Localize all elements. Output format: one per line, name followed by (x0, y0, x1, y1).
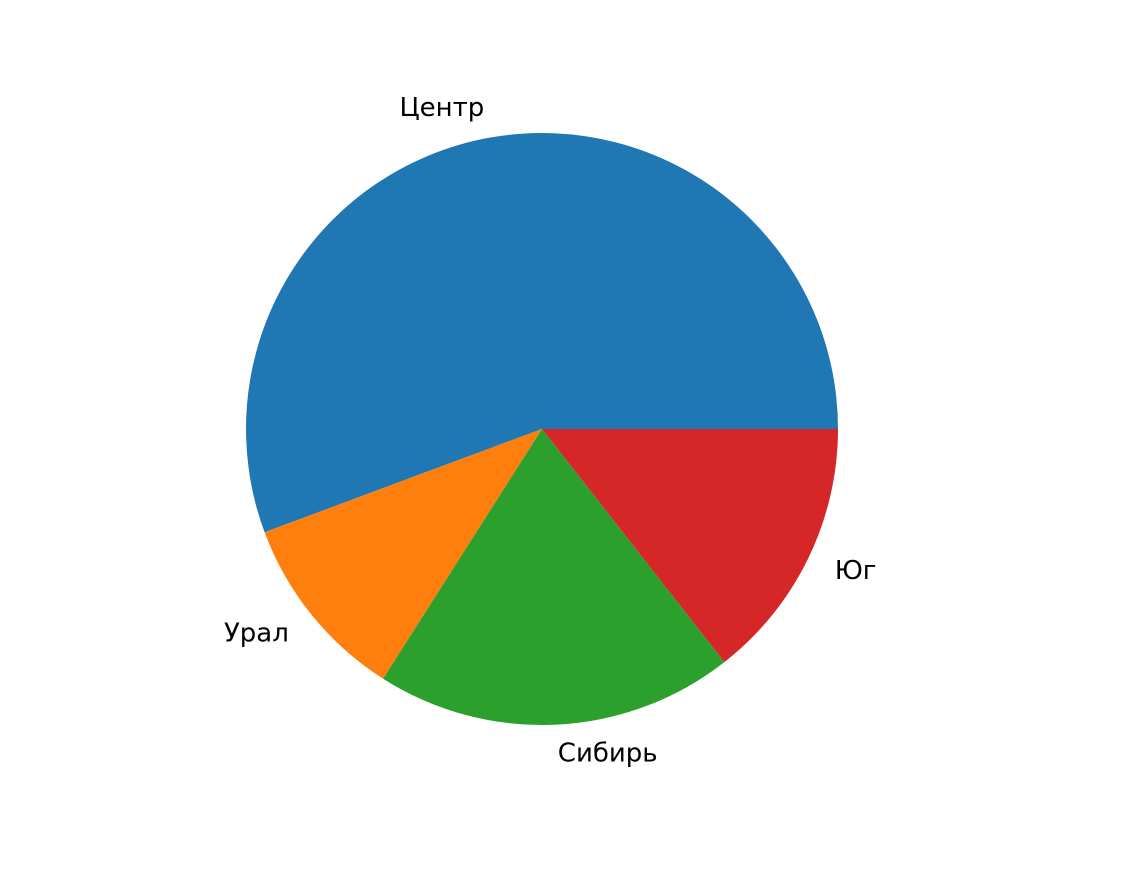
pie-slice-2 (383, 429, 725, 725)
pie-slice-1 (264, 429, 542, 679)
pie-label-1: Урал (224, 618, 289, 648)
pie-slice-3 (542, 429, 838, 663)
pie-slice-0 (246, 133, 839, 533)
pie-label-2: Сибирь (558, 739, 658, 769)
pie-label-0: Центр (399, 93, 484, 123)
pie-label-3: Юг (835, 556, 877, 586)
